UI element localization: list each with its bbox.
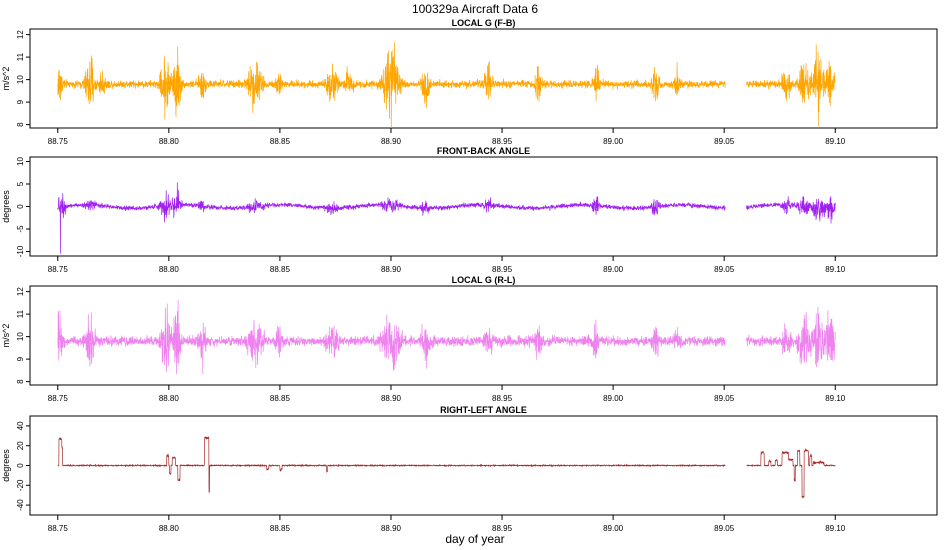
- x-tick-label: 88.75: [48, 394, 69, 403]
- panel-4: RIGHT-LEFT ANGLE degrees 88.75 88.80 88.85 88…: [1, 405, 938, 533]
- y-tick-label: 40: [16, 421, 25, 430]
- figure-title: 100329a Aircraft Data 6: [412, 2, 538, 16]
- series-line: [57, 436, 836, 499]
- x-tick-label: 89.10: [825, 265, 846, 274]
- x-tick-label: 88.95: [492, 524, 513, 533]
- y-tick-label: -20: [16, 479, 25, 491]
- plot-frame: [29, 285, 938, 386]
- x-tick-label: 89.05: [714, 137, 735, 146]
- panel-3: LOCAL G (R-L)m/s^288.75 88.80 88.85 88.90 88…: [1, 275, 938, 403]
- y-tick-label: 8: [16, 122, 25, 127]
- x-tick-label: 88.90: [381, 524, 402, 533]
- series-line: [57, 42, 836, 128]
- x-tick-label: 89.05: [714, 265, 735, 274]
- x-tick-label: 88.95: [492, 265, 513, 274]
- x-tick-label: 89.10: [825, 524, 846, 533]
- x-tick-label: 88.80: [159, 524, 180, 533]
- x-tick-label: 88.95: [492, 394, 513, 403]
- x-tick-label: 88.80: [159, 137, 180, 146]
- y-tick-label: -5: [16, 225, 25, 233]
- x-tick-label: 89.10: [825, 137, 846, 146]
- y-tick-label: 0: [16, 463, 25, 468]
- x-tick-label: 88.85: [270, 524, 291, 533]
- x-tick-label: 88.85: [270, 265, 291, 274]
- x-tick-label: 88.75: [48, 137, 69, 146]
- x-tick-label: 88.85: [270, 137, 291, 146]
- y-tick-label: 11: [16, 52, 25, 61]
- x-tick-label: 88.75: [48, 265, 69, 274]
- y-tick-label: 5: [16, 181, 25, 186]
- x-tick-label: 89.00: [603, 524, 624, 533]
- panel-title: FRONT-BACK ANGLE: [437, 146, 530, 156]
- x-tick-label: 89.00: [603, 137, 624, 146]
- x-tick-label: 88.85: [270, 394, 291, 403]
- y-tick-label: 12: [16, 287, 25, 296]
- x-tick-label: 89.00: [603, 394, 624, 403]
- y-tick-label: 11: [16, 309, 25, 318]
- series-line: [57, 299, 836, 375]
- panel-title: RIGHT-LEFT ANGLE: [440, 405, 527, 415]
- x-tick-label: 88.75: [48, 524, 69, 533]
- panel-title: LOCAL G (F-B): [452, 18, 516, 28]
- y-tick-label: 10: [16, 75, 25, 84]
- panel-2: FRONT-BACK ANGLE degrees 88.75 88.80 88.85 88…: [1, 146, 938, 274]
- x-tick-label: 88.80: [159, 394, 180, 403]
- y-tick-label: 9: [16, 99, 25, 104]
- plot-frame: [29, 28, 938, 129]
- y-axis-label: m/s^2: [1, 324, 11, 348]
- series-line: [57, 182, 836, 254]
- x-tick-label: 88.80: [159, 265, 180, 274]
- panels: LOCAL G (F-B)m/s^288.75 88.80 88.85 88.90 88…: [1, 18, 938, 533]
- panel-title: LOCAL G (R-L): [452, 275, 516, 285]
- y-tick-label: 8: [16, 379, 25, 384]
- y-axis-label: m/s^2: [1, 67, 11, 91]
- y-tick-label: -40: [16, 499, 25, 511]
- x-tick-label: 88.90: [381, 265, 402, 274]
- x-tick-label: 89.10: [825, 394, 846, 403]
- y-tick-label: 20: [16, 441, 25, 450]
- x-tick-label: 88.95: [492, 137, 513, 146]
- panel-1: LOCAL G (F-B)m/s^288.75 88.80 88.85 88.90 88…: [1, 18, 938, 146]
- x-tick-label: 89.00: [603, 265, 624, 274]
- y-tick-label: 0: [16, 204, 25, 209]
- y-axis-label: degrees: [1, 190, 11, 223]
- x-tick-label: 88.90: [381, 394, 402, 403]
- x-tick-label: 89.05: [714, 524, 735, 533]
- y-tick-label: 12: [16, 30, 25, 39]
- x-axis-label: day of year: [445, 532, 504, 546]
- x-tick-label: 88.90: [381, 137, 402, 146]
- y-tick-label: 10: [16, 332, 25, 341]
- y-axis-label: degrees: [1, 449, 11, 482]
- y-tick-label: -10: [16, 245, 25, 257]
- y-tick-label: 10: [16, 157, 25, 166]
- x-tick-label: 89.05: [714, 394, 735, 403]
- y-tick-label: 9: [16, 356, 25, 361]
